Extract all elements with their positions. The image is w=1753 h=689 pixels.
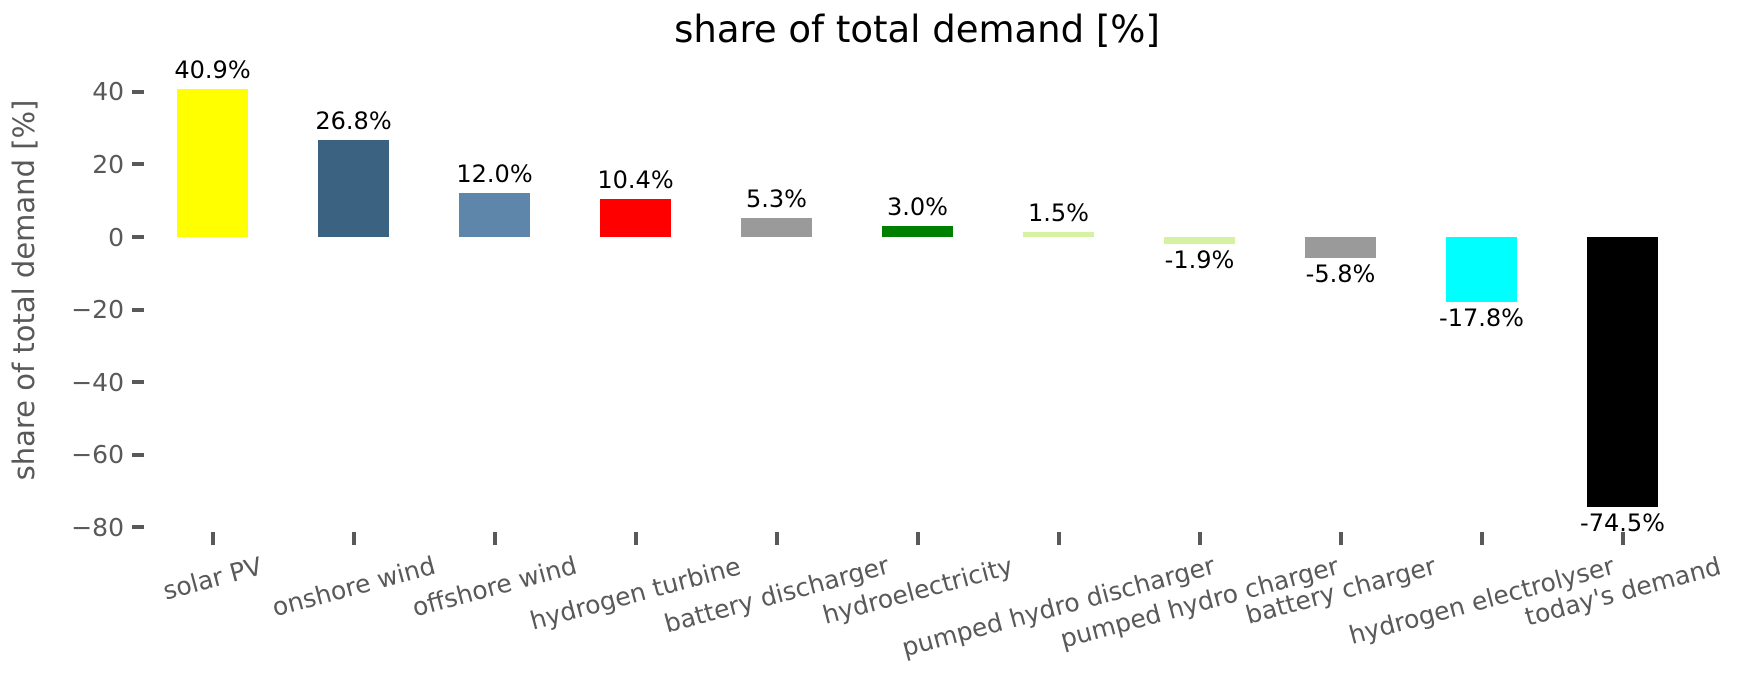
bar-value-label: -1.9% (1164, 245, 1235, 274)
x-tick (492, 532, 497, 545)
x-tick (633, 532, 638, 545)
bar-value-label: 3.0% (887, 193, 948, 222)
chart-title: share of total demand [%] (674, 8, 1160, 51)
y-tick (132, 525, 144, 530)
y-tick (132, 162, 144, 167)
x-tick (210, 532, 215, 545)
bar (600, 199, 671, 237)
bar-value-label: 1.5% (1028, 198, 1089, 227)
bar-value-label: 26.8% (315, 106, 392, 135)
bar (459, 193, 530, 237)
x-tick (915, 532, 920, 545)
bar (1305, 237, 1376, 259)
y-tick (132, 235, 144, 239)
bar (177, 88, 248, 237)
y-tick-label: −40 (71, 367, 124, 397)
bar-value-label: 10.4% (597, 166, 674, 195)
x-tick (1056, 532, 1061, 545)
bar (1164, 237, 1235, 244)
y-tick-label: 0 (108, 222, 124, 252)
bar (1023, 231, 1094, 237)
x-tick (1338, 532, 1343, 545)
bar (1587, 237, 1658, 508)
y-tick (132, 307, 144, 312)
bar-value-label: 40.9% (174, 55, 251, 84)
bar (741, 217, 812, 237)
bar-value-label: 12.0% (456, 160, 533, 189)
bar (1446, 237, 1517, 302)
y-tick (132, 89, 144, 94)
x-tick (1620, 532, 1625, 545)
bar (882, 226, 953, 237)
y-tick-label: −20 (71, 295, 124, 325)
x-tick (1479, 532, 1484, 545)
y-tick (132, 452, 144, 457)
y-tick (132, 380, 144, 385)
y-tick-label: 20 (92, 149, 124, 179)
y-tick-label: −80 (71, 512, 124, 542)
x-tick (1197, 532, 1202, 545)
x-tick-label: solar PV (159, 550, 266, 606)
y-tick-label: −60 (71, 440, 124, 470)
x-tick (351, 532, 356, 545)
bar-value-label: -17.8% (1439, 303, 1524, 332)
y-tick-label: 40 (92, 77, 124, 107)
bar (318, 139, 389, 237)
bar-value-label: -5.8% (1305, 260, 1376, 289)
bar-value-label: 5.3% (746, 184, 807, 213)
x-tick (774, 532, 779, 545)
